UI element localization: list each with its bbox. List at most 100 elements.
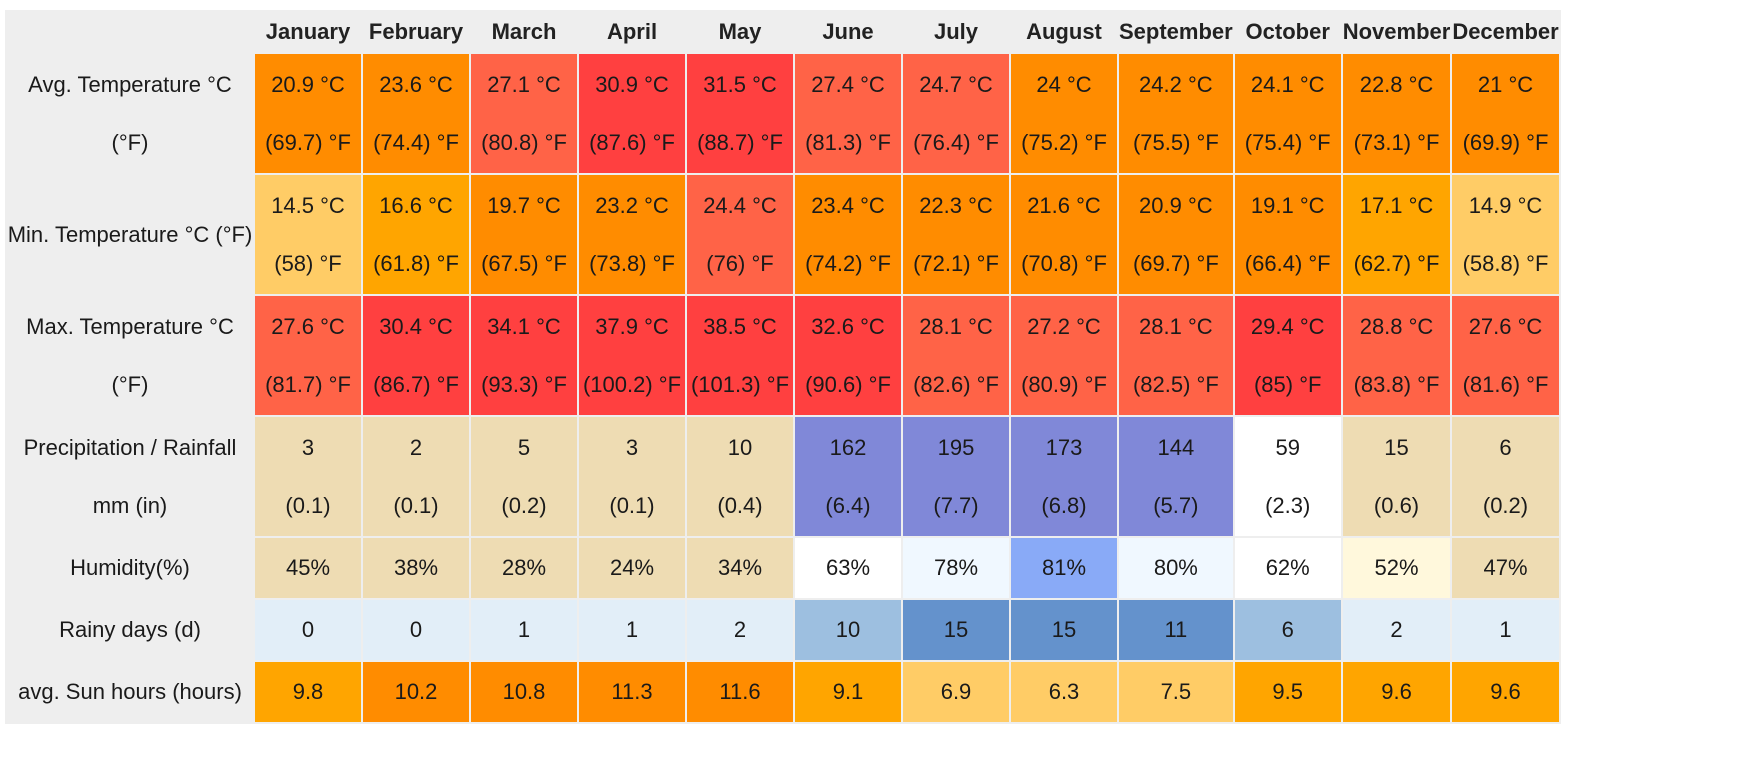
cell-precip-november: 15 (0.6) xyxy=(1340,415,1453,538)
cell-min_temp-december: 14.9 °C (58.8) °F xyxy=(1450,173,1561,296)
cell-value-secondary: (66.4) °F xyxy=(1244,250,1331,276)
row-rainy_days: Rainy days (d) 0 0 1 1 2 10 15 15 11 6 2 1 xyxy=(5,598,1561,662)
month-header-september: September xyxy=(1117,10,1235,54)
cell-precip-may: 10 (0.4) xyxy=(685,415,795,538)
cell-value-secondary: (5.7) xyxy=(1153,492,1199,518)
cell-min_temp-november: 17.1 °C (62.7) °F xyxy=(1340,173,1453,296)
cell-rainy_days-july: 15 xyxy=(901,598,1011,662)
month-header-june: June xyxy=(793,10,903,54)
cell-value-primary: 23.2 °C xyxy=(595,192,669,218)
cell-value-secondary: (74.4) °F xyxy=(373,129,459,155)
cell-value-secondary: (90.6) °F xyxy=(805,371,891,397)
cell-value-primary: 0 xyxy=(301,617,315,642)
cell-min_temp-february: 16.6 °C (61.8) °F xyxy=(361,173,471,296)
cell-value-primary: 20.9 °C xyxy=(271,71,345,97)
cell-value-primary: 7.5 xyxy=(1160,679,1192,704)
cell-value-primary: 15 xyxy=(943,617,969,642)
cell-max_temp-december: 27.6 °C (81.6) °F xyxy=(1450,294,1561,417)
row-label-line: Rainy days (d) xyxy=(59,617,201,642)
row-label-min_temp: Min. Temperature °C (°F) xyxy=(5,173,255,296)
cell-value-secondary: (83.8) °F xyxy=(1353,371,1440,397)
cell-humidity-may: 34% xyxy=(685,536,795,600)
cell-value-secondary: (76.4) °F xyxy=(913,129,999,155)
cell-min_temp-april: 23.2 °C (73.8) °F xyxy=(577,173,687,296)
cell-max_temp-may: 38.5 °C (101.3) °F xyxy=(685,294,795,417)
cell-sun_hours-march: 10.8 xyxy=(469,660,579,724)
cell-value-primary: 23.6 °C xyxy=(379,71,453,97)
cell-value-primary: 30.4 °C xyxy=(379,313,453,339)
month-header-october: October xyxy=(1232,10,1343,54)
cell-max_temp-january: 27.6 °C (81.7) °F xyxy=(253,294,363,417)
cell-min_temp-may: 24.4 °C (76) °F xyxy=(685,173,795,296)
cell-value-primary: 21.6 °C xyxy=(1027,192,1101,218)
cell-value-primary: 9.5 xyxy=(1272,679,1304,704)
cell-value-secondary: (74.2) °F xyxy=(805,250,891,276)
cell-value-primary: 17.1 °C xyxy=(1359,192,1434,218)
cell-rainy_days-october: 6 xyxy=(1232,598,1343,662)
cell-value-primary: 38.5 °C xyxy=(703,313,777,339)
cell-avg_temp-june: 27.4 °C (81.3) °F xyxy=(793,52,903,175)
cell-value-primary: 9.6 xyxy=(1381,679,1412,704)
row-label-sun_hours: avg. Sun hours (hours) xyxy=(5,660,255,724)
cell-rainy_days-august: 15 xyxy=(1009,598,1119,662)
cell-value-primary: 24% xyxy=(609,555,655,580)
row-precip: Precipitation / Rainfall mm (in) 3 (0.1) 2 (0… xyxy=(5,415,1561,538)
cell-min_temp-june: 23.4 °C (74.2) °F xyxy=(793,173,903,296)
cell-value-primary: 10.2 xyxy=(394,679,438,704)
month-header-november: November xyxy=(1340,10,1453,54)
cell-avg_temp-september: 24.2 °C (75.5) °F xyxy=(1117,52,1235,175)
cell-value-secondary: (0.4) xyxy=(717,492,763,518)
cell-value-primary: 27.6 °C xyxy=(1468,313,1543,339)
cell-sun_hours-october: 9.5 xyxy=(1232,660,1343,724)
cell-value-secondary: (58) °F xyxy=(274,250,342,276)
cell-min_temp-october: 19.1 °C (66.4) °F xyxy=(1232,173,1343,296)
row-label-line: Precipitation / Rainfall xyxy=(23,434,237,460)
cell-value-primary: 11.3 xyxy=(611,679,653,704)
cell-value-primary: 19.7 °C xyxy=(487,192,561,218)
month-header-december: December xyxy=(1450,10,1561,54)
cell-value-primary: 29.4 °C xyxy=(1250,313,1325,339)
cell-value-primary: 2 xyxy=(1390,617,1403,642)
cell-precip-july: 195 (7.7) xyxy=(901,415,1011,538)
cell-value-secondary: (75.5) °F xyxy=(1132,129,1219,155)
cell-max_temp-august: 27.2 °C (80.9) °F xyxy=(1009,294,1119,417)
cell-value-secondary: (0.1) xyxy=(393,492,439,518)
cell-value-secondary: (80.8) °F xyxy=(481,129,567,155)
cell-rainy_days-april: 1 xyxy=(577,598,687,662)
cell-value-secondary: (82.5) °F xyxy=(1132,371,1219,397)
cell-precip-october: 59 (2.3) xyxy=(1232,415,1343,538)
cell-humidity-february: 38% xyxy=(361,536,471,600)
cell-rainy_days-march: 1 xyxy=(469,598,579,662)
cell-value-primary: 38% xyxy=(393,555,439,580)
cell-value-primary: 24.1 °C xyxy=(1250,71,1325,97)
cell-value-primary: 23.4 °C xyxy=(811,192,885,218)
cell-precip-march: 5 (0.2) xyxy=(469,415,579,538)
cell-value-primary: 63% xyxy=(825,555,871,580)
cell-humidity-november: 52% xyxy=(1340,536,1453,600)
cell-humidity-april: 24% xyxy=(577,536,687,600)
cell-value-secondary: (0.1) xyxy=(609,492,655,518)
cell-avg_temp-july: 24.7 °C (76.4) °F xyxy=(901,52,1011,175)
cell-value-secondary: (101.3) °F xyxy=(690,371,790,397)
cell-precip-february: 2 (0.1) xyxy=(361,415,471,538)
cell-humidity-june: 63% xyxy=(793,536,903,600)
cell-value-secondary: (100.2) °F xyxy=(582,371,682,397)
cell-value-secondary: (0.6) xyxy=(1373,492,1420,518)
row-min_temp: Min. Temperature °C (°F) 14.5 °C (58) °F 16… xyxy=(5,173,1561,296)
cell-value-secondary: (61.8) °F xyxy=(373,250,459,276)
cell-value-primary: 144 xyxy=(1157,434,1195,460)
cell-value-primary: 2 xyxy=(733,617,747,642)
cell-value-secondary: (86.7) °F xyxy=(373,371,459,397)
row-sun_hours: avg. Sun hours (hours) 9.8 10.2 10.8 11.3 11.… xyxy=(5,660,1561,724)
cell-humidity-september: 80% xyxy=(1117,536,1235,600)
cell-value-primary: 21 °C xyxy=(1477,71,1534,97)
cell-max_temp-november: 28.8 °C (83.8) °F xyxy=(1340,294,1453,417)
cell-value-primary: 1 xyxy=(517,617,531,642)
cell-value-primary: 16.6 °C xyxy=(379,192,453,218)
cell-value-secondary: (93.3) °F xyxy=(481,371,567,397)
cell-value-primary: 47% xyxy=(1483,555,1528,580)
cell-min_temp-july: 22.3 °C (72.1) °F xyxy=(901,173,1011,296)
row-label-line: mm (in) xyxy=(92,492,168,518)
cell-precip-june: 162 (6.4) xyxy=(793,415,903,538)
cell-value-primary: 1 xyxy=(1499,617,1512,642)
